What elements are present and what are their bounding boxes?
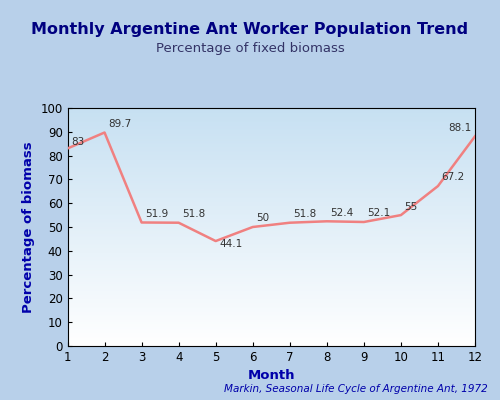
Y-axis label: Percentage of biomass: Percentage of biomass — [22, 141, 35, 313]
Text: 51.8: 51.8 — [182, 209, 206, 219]
Text: 67.2: 67.2 — [442, 172, 465, 182]
Text: 50: 50 — [256, 214, 270, 224]
Text: 55: 55 — [404, 202, 418, 212]
Text: Markin, Seasonal Life Cycle of Argentine Ant, 1972: Markin, Seasonal Life Cycle of Argentine… — [224, 384, 487, 394]
Text: 83: 83 — [71, 137, 85, 147]
Text: 51.8: 51.8 — [294, 209, 316, 219]
Text: Monthly Argentine Ant Worker Population Trend: Monthly Argentine Ant Worker Population … — [32, 22, 469, 37]
Text: 52.1: 52.1 — [368, 208, 391, 218]
X-axis label: Month: Month — [248, 370, 295, 382]
Text: 89.7: 89.7 — [108, 119, 132, 129]
Text: 44.1: 44.1 — [220, 239, 242, 249]
Text: 51.9: 51.9 — [146, 209, 169, 219]
Text: 88.1: 88.1 — [448, 123, 471, 133]
Text: Percentage of fixed biomass: Percentage of fixed biomass — [156, 42, 344, 55]
Text: 52.4: 52.4 — [330, 208, 354, 218]
